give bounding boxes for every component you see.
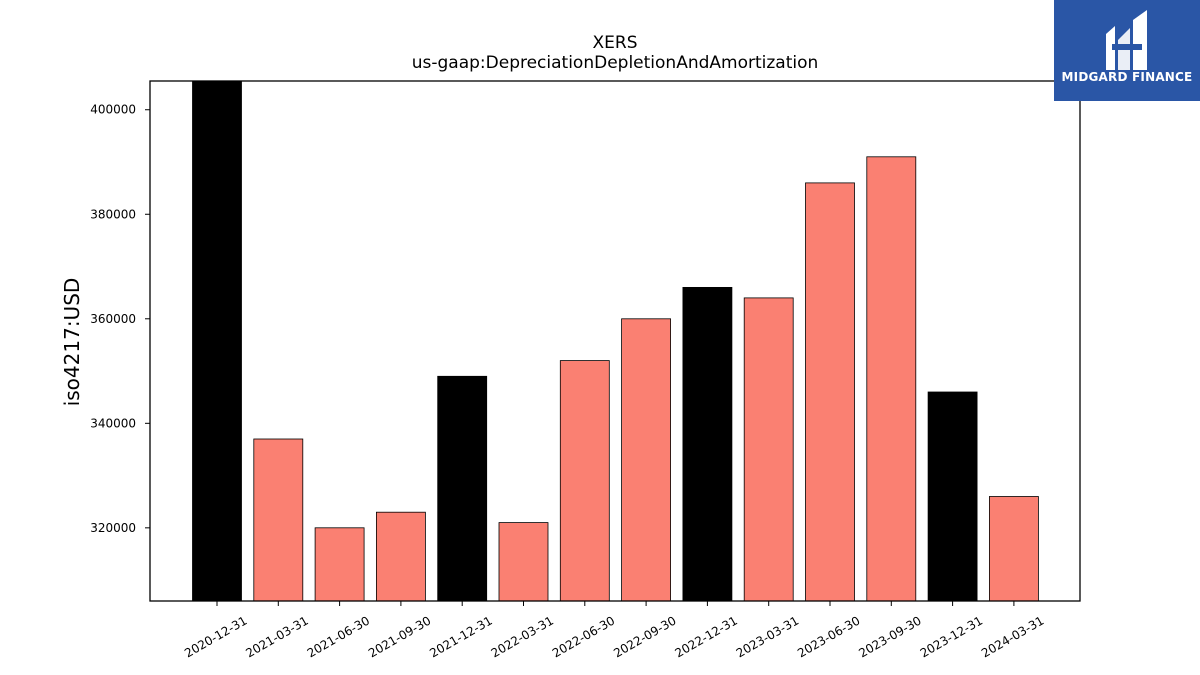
bar-2022-06-30 <box>559 360 610 602</box>
logo-mark-icon <box>1106 10 1147 70</box>
x-tick-label: 2021-09-30 <box>366 613 433 660</box>
bar-2021-03-31 <box>253 438 304 602</box>
x-tick-label: 2020-12-31 <box>182 613 249 660</box>
bar-2022-12-31 <box>682 286 733 602</box>
x-tick-label: 2022-12-31 <box>672 613 739 660</box>
bar-2023-03-31 <box>743 297 794 602</box>
x-tick-label: 2021-06-30 <box>305 613 372 660</box>
logo-text: MIDGARD FINANCE <box>1062 70 1193 84</box>
x-tick-label: 2022-09-30 <box>611 613 678 660</box>
y-tick-label: 380000 <box>90 207 136 221</box>
y-tick-label: 320000 <box>90 521 136 535</box>
bar-2021-09-30 <box>375 511 426 602</box>
x-tick-label: 2022-03-31 <box>489 613 556 660</box>
x-tick-label: 2023-09-30 <box>856 613 923 660</box>
bar-2022-03-31 <box>498 522 549 602</box>
bar-2021-06-30 <box>314 527 365 602</box>
bar-2023-12-31 <box>927 391 978 602</box>
bar-2023-09-30 <box>866 156 917 602</box>
bar-2024-03-31 <box>989 496 1039 602</box>
chart-title: XERS <box>593 33 638 53</box>
x-tick-label: 2023-06-30 <box>795 613 862 660</box>
y-tick-label: 340000 <box>90 416 136 430</box>
y-tick-label: 360000 <box>90 312 136 326</box>
x-axis-ticks: 2020-12-312021-03-312021-06-302021-09-30… <box>182 601 1046 660</box>
x-tick-label: 2024-03-31 <box>979 613 1046 660</box>
bars-group <box>192 80 1039 602</box>
x-tick-label: 2023-12-31 <box>918 613 985 660</box>
brand-logo: MIDGARD FINANCE <box>1054 0 1200 101</box>
bar-2022-09-30 <box>621 318 671 602</box>
bar-2020-12-31 <box>192 80 242 602</box>
x-tick-label: 2021-12-31 <box>427 613 494 660</box>
bar-2021-12-31 <box>437 375 488 602</box>
bar-2023-06-30 <box>805 182 855 602</box>
x-tick-label: 2022-06-30 <box>550 613 617 660</box>
y-tick-label: 400000 <box>90 103 136 117</box>
plot-frame <box>149 80 1081 602</box>
chart-subtitle: us-gaap:DepreciationDepletionAndAmortiza… <box>412 53 819 73</box>
y-axis-ticks: 320000 340000 360000 380000 400000 <box>90 103 150 535</box>
x-tick-label: 2021-03-31 <box>243 613 310 660</box>
x-tick-label: 2023-03-31 <box>734 613 801 660</box>
y-axis-label: iso4217:USD <box>60 278 84 407</box>
